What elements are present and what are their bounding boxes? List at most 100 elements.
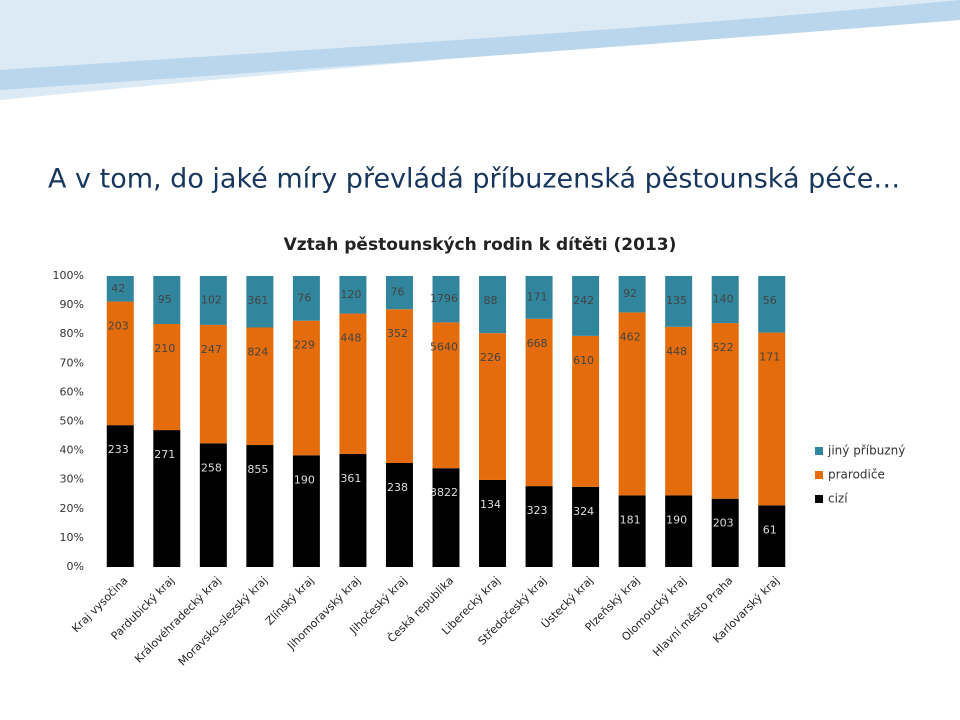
bar-segment — [525, 318, 553, 487]
y-tick-label: 40% — [60, 444, 84, 457]
slide-heading: A v tom, do jaké míry převládá příbuzens… — [48, 164, 900, 195]
x-tick-label: Moravsko-slezský kraj — [176, 574, 270, 668]
bar-segment — [246, 276, 274, 328]
data-label: 226 — [480, 351, 501, 364]
y-tick-label: 30% — [60, 473, 84, 486]
bar-segment — [525, 486, 553, 567]
bar-segment — [246, 445, 274, 567]
data-label: 668 — [527, 337, 548, 350]
bar-segment — [665, 276, 693, 327]
bar-segment — [385, 276, 413, 310]
data-label: 361 — [247, 294, 268, 307]
data-label: 203 — [713, 517, 734, 530]
data-label: 135 — [666, 294, 687, 307]
data-label: 361 — [340, 472, 361, 485]
y-tick-label: 60% — [60, 385, 84, 398]
data-label: 181 — [620, 513, 641, 526]
data-label: 610 — [573, 354, 594, 367]
bar-segment — [199, 443, 227, 567]
bar-segment — [665, 326, 693, 496]
bar-segment — [106, 425, 134, 567]
bar-segment — [711, 323, 739, 499]
y-tick-label: 10% — [60, 531, 84, 544]
bar-segment — [153, 276, 181, 324]
data-label: 233 — [108, 443, 129, 456]
data-label: 190 — [294, 473, 315, 486]
legend-label: cizí — [828, 492, 848, 506]
data-label: 324 — [573, 505, 594, 518]
bar-segment — [339, 453, 367, 567]
data-label: 271 — [154, 448, 175, 461]
data-label: 5640 — [430, 340, 458, 353]
bar-segment — [432, 322, 460, 469]
bar-segment — [106, 301, 134, 426]
data-label: 120 — [340, 288, 361, 301]
data-label: 76 — [297, 291, 311, 304]
y-tick-label: 90% — [60, 298, 84, 311]
data-label: 522 — [713, 341, 734, 354]
bar-segment — [199, 324, 227, 444]
data-label: 238 — [387, 481, 408, 494]
y-tick-label: 70% — [60, 356, 84, 369]
bar-segment — [618, 495, 646, 567]
data-label: 190 — [666, 513, 687, 526]
legend-swatch — [815, 447, 823, 455]
y-tick-label: 0% — [67, 560, 84, 573]
data-label: 134 — [480, 498, 501, 511]
data-label: 3822 — [430, 486, 458, 499]
data-label: 140 — [713, 293, 734, 306]
data-label: 171 — [759, 351, 780, 364]
bar-segment — [479, 333, 507, 480]
data-label: 210 — [154, 342, 175, 355]
bar-segment — [292, 455, 320, 567]
data-label: 1796 — [430, 292, 458, 305]
bar-segment — [711, 276, 739, 324]
bar-segment — [339, 276, 367, 314]
data-label: 824 — [247, 345, 268, 358]
legend-label: prarodiče — [828, 468, 885, 482]
bar-segment — [479, 276, 507, 334]
bar-segment — [618, 276, 646, 313]
bar-segment — [385, 463, 413, 567]
data-label: 42 — [111, 282, 125, 295]
bar-segment — [618, 312, 646, 496]
y-tick-label: 100% — [53, 269, 84, 282]
bar-segment — [711, 498, 739, 567]
legend-label: jiný příbuzný — [827, 444, 905, 458]
data-label: 203 — [108, 320, 129, 333]
y-tick-label: 50% — [60, 415, 84, 428]
data-label: 323 — [527, 504, 548, 517]
data-label: 242 — [573, 294, 594, 307]
data-label: 171 — [527, 290, 548, 303]
data-label: 448 — [666, 345, 687, 358]
data-label: 95 — [158, 293, 172, 306]
decor — [0, 0, 960, 90]
bar-segment — [153, 430, 181, 567]
bar-segment — [665, 495, 693, 567]
legend-swatch — [815, 471, 823, 479]
x-tick-label: Hlavní město Praha — [650, 574, 735, 659]
data-label: 247 — [201, 343, 222, 356]
bar-segment — [339, 313, 367, 454]
bar-segment — [153, 323, 181, 431]
bar-segment — [292, 276, 320, 321]
data-label: 258 — [201, 461, 222, 474]
data-label: 102 — [201, 293, 222, 306]
bar-segment — [199, 276, 227, 325]
bar-segment — [525, 276, 553, 319]
data-label: 88 — [484, 294, 498, 307]
data-label: 448 — [340, 332, 361, 345]
bar-segment — [479, 479, 507, 567]
bar-segment — [385, 309, 413, 464]
bar-segment — [106, 276, 134, 302]
data-label: 352 — [387, 327, 408, 340]
chart-title: Vztah pěstounských rodin k dítěti (2013) — [284, 235, 677, 255]
legend-swatch — [815, 495, 823, 503]
bar-segment — [572, 486, 600, 567]
data-label: 56 — [763, 294, 777, 307]
data-label: 61 — [763, 523, 777, 536]
bar-segment — [758, 332, 786, 506]
bar-segment — [572, 335, 600, 487]
data-label: 855 — [247, 463, 268, 476]
